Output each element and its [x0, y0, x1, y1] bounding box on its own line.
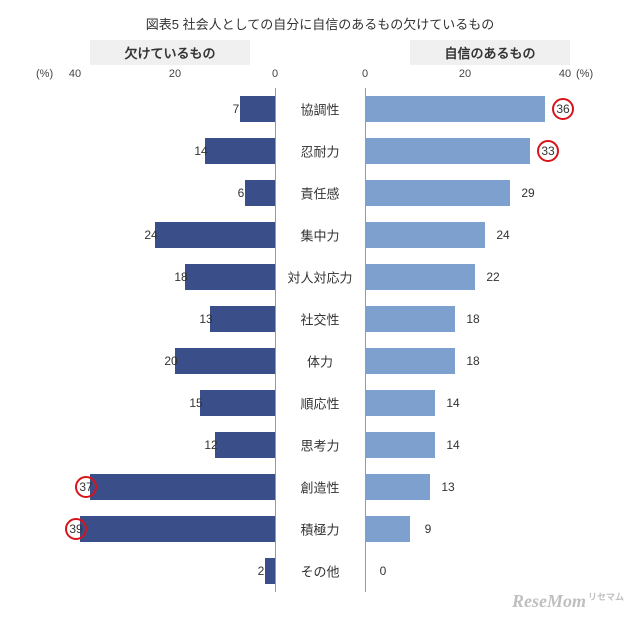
right-subheader: 自信のあるもの [410, 40, 570, 65]
data-row: 社交性 13 18 [20, 298, 620, 340]
bar-confident [365, 474, 430, 500]
category-label: 積極力 [275, 520, 365, 539]
category-label: 責任感 [275, 184, 365, 203]
value-lacking: 7 [222, 102, 250, 116]
data-row: 協調性 7 36 [20, 88, 620, 130]
category-label: 創造性 [275, 478, 365, 497]
category-label: 社交性 [275, 310, 365, 329]
axis-tick-right: 0 [362, 68, 368, 80]
bar-lacking [185, 264, 275, 290]
bar-lacking [200, 390, 275, 416]
category-label: 集中力 [275, 226, 365, 245]
left-subheader: 欠けているもの [90, 40, 250, 65]
bar-lacking [205, 138, 275, 164]
bar-confident [365, 348, 455, 374]
bar-confident [365, 306, 455, 332]
value-confident: 24 [489, 228, 517, 242]
value-confident: 18 [459, 312, 487, 326]
value-lacking: 2 [247, 564, 275, 578]
bar-confident [365, 390, 435, 416]
value-confident: 33 [534, 144, 562, 158]
unit-label-right: (%) [576, 68, 593, 80]
category-label: 思考力 [275, 436, 365, 455]
value-lacking: 14 [187, 144, 215, 158]
unit-label-left: (%) [36, 68, 53, 80]
data-row: その他2 0 [20, 550, 620, 592]
category-label: 対人対応力 [275, 268, 365, 287]
value-confident: 0 [369, 564, 397, 578]
value-lacking: 12 [197, 438, 225, 452]
watermark-text: ReseMom [512, 591, 586, 611]
data-row: 創造性 37 13 [20, 466, 620, 508]
value-confident: 9 [414, 522, 442, 536]
data-row: 思考力 12 14 [20, 424, 620, 466]
category-label: 忍耐力 [275, 142, 365, 161]
value-confident: 14 [439, 438, 467, 452]
value-lacking: 39 [62, 522, 90, 536]
bar-confident [365, 222, 485, 248]
data-row: 積極力 39 9 [20, 508, 620, 550]
bar-lacking [90, 474, 275, 500]
category-label: 順応性 [275, 394, 365, 413]
value-confident: 36 [549, 102, 577, 116]
data-row: 責任感 6 29 [20, 172, 620, 214]
bar-lacking [175, 348, 275, 374]
axis-tick-right: 20 [459, 68, 471, 80]
value-lacking: 15 [182, 396, 210, 410]
bar-lacking [155, 222, 275, 248]
axis-tick-left: 20 [169, 68, 181, 80]
value-confident: 29 [514, 186, 542, 200]
bar-lacking [80, 516, 275, 542]
data-row: 体力 20 18 [20, 340, 620, 382]
bar-confident [365, 264, 475, 290]
data-row: 対人対応力 18 22 [20, 256, 620, 298]
axis-tick-right: 40 [559, 68, 571, 80]
category-label: 協調性 [275, 100, 365, 119]
rows-container: 協調性736忍耐力1433責任感629集中力2424対人対応力1822社交性13… [20, 88, 620, 592]
chart-area: 欠けているもの 自信のあるもの (%) (%) 0020204040 協調性73… [20, 40, 620, 592]
axis-row: (%) (%) 0 0 20 20 40 40 [20, 66, 620, 88]
chart-title: 図表5 社会人としての自分に自信のあるもの欠けているもの [0, 0, 640, 33]
data-row: 順応性 15 14 [20, 382, 620, 424]
bar-confident [365, 138, 530, 164]
value-lacking: 18 [167, 270, 195, 284]
value-lacking: 24 [137, 228, 165, 242]
category-label: その他 [275, 562, 365, 581]
value-lacking: 20 [157, 354, 185, 368]
axis-tick-left: 0 [272, 68, 278, 80]
value-confident: 22 [479, 270, 507, 284]
value-confident: 14 [439, 396, 467, 410]
bar-confident [365, 516, 410, 542]
axis-tick-left: 40 [69, 68, 81, 80]
value-lacking: 37 [72, 480, 100, 494]
bar-confident [365, 432, 435, 458]
data-row: 忍耐力 14 33 [20, 130, 620, 172]
bar-confident [365, 180, 510, 206]
category-label: 体力 [275, 352, 365, 371]
value-lacking: 13 [192, 312, 220, 326]
watermark: ReseMomリセマム [512, 590, 624, 612]
value-confident: 18 [459, 354, 487, 368]
value-lacking: 6 [227, 186, 255, 200]
data-row: 集中力 24 24 [20, 214, 620, 256]
watermark-tag: リセマム [588, 592, 624, 602]
value-confident: 13 [434, 480, 462, 494]
bar-confident [365, 96, 545, 122]
